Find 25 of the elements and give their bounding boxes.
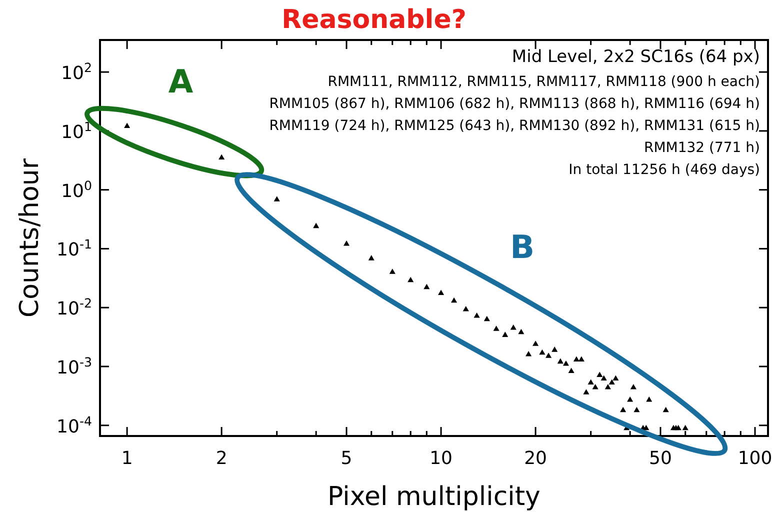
x-tick-label: 100	[738, 448, 772, 469]
annotation: RMM119 (724 h), RMM125 (643 h), RMM130 (892 h), RMM131 (615 h)	[269, 118, 760, 134]
x-tick-label: 2	[216, 448, 228, 469]
annotation: A	[168, 62, 194, 101]
annotation: B	[510, 228, 535, 266]
y-tick-label: 10$^{0}$	[61, 177, 92, 202]
y-tick-label: 10$^{1}$	[61, 118, 92, 143]
x-tick-label: 10	[430, 448, 452, 469]
y-tick-label: 10$^{-3}$	[56, 354, 92, 378]
annotation: In total 11256 h (469 days)	[568, 162, 760, 178]
y-axis-title: Counts/hour	[15, 158, 45, 318]
x-tick-label: 50	[649, 448, 672, 469]
x-axis-title: Pixel multiplicity	[328, 482, 540, 512]
x-tick-label: 5	[340, 448, 352, 469]
annotation: RMM105 (867 h), RMM106 (682 h), RMM113 (868 h), RMM116 (694 h)	[269, 96, 760, 112]
y-tick-label: 10$^{-2}$	[56, 295, 92, 320]
y-tick-label: 10$^{-1}$	[56, 236, 92, 261]
y-tick-label: 10$^{2}$	[61, 60, 92, 84]
annotation: RMM111, RMM112, RMM115, RMM117, RMM118 (900 h each)	[328, 74, 760, 90]
y-tick-label: 10$^{-4}$	[56, 412, 92, 438]
x-tick-label: 1	[121, 448, 133, 469]
x-tick-label: 20	[524, 448, 547, 469]
annotation: Mid Level, 2x2 SC16s (64 px)	[512, 47, 760, 67]
annotation: RMM132 (771 h)	[644, 140, 760, 156]
chart-title: Reasonable?	[282, 5, 466, 35]
